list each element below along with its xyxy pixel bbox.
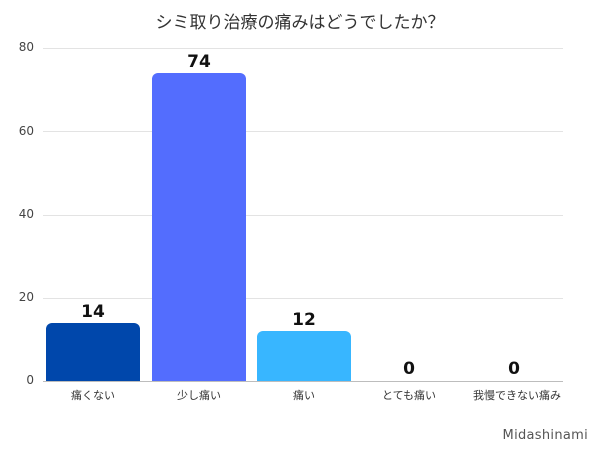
bar-sukoshi-itai (152, 73, 246, 381)
y-tick-40: 40 (18, 207, 34, 221)
value-label-totemo-itai: 0 (403, 359, 415, 379)
bar-itakunai (46, 323, 140, 381)
y-tick-0: 0 (26, 373, 34, 387)
chart-title: シミ取り治療の痛みはどうでしたか？ (155, 13, 445, 33)
x-label-sukoshi-itai: 少し痛い (177, 389, 221, 402)
x-label-itai: 痛い (293, 389, 315, 402)
x-axis-line (43, 381, 563, 382)
x-label-itakunai: 痛くない (71, 389, 115, 402)
gridline-60 (43, 131, 563, 132)
bar-itai (257, 331, 351, 381)
gridline-20 (43, 298, 563, 299)
y-tick-80: 80 (18, 40, 34, 54)
brand-watermark: Midashinami (502, 428, 588, 443)
gridline-80 (43, 48, 563, 49)
value-label-gaman-dekinai: 0 (508, 359, 520, 379)
y-tick-20: 20 (18, 290, 34, 304)
value-label-sukoshi-itai: 74 (187, 52, 211, 72)
x-label-totemo-itai: とても痛い (381, 389, 437, 402)
x-label-gaman-dekinai: 我慢できない痛み (473, 389, 561, 402)
plot-area (43, 48, 563, 382)
gridline-40 (43, 215, 563, 216)
value-label-itakunai: 14 (81, 302, 105, 322)
y-tick-60: 60 (18, 124, 34, 138)
value-label-itai: 12 (292, 310, 316, 330)
